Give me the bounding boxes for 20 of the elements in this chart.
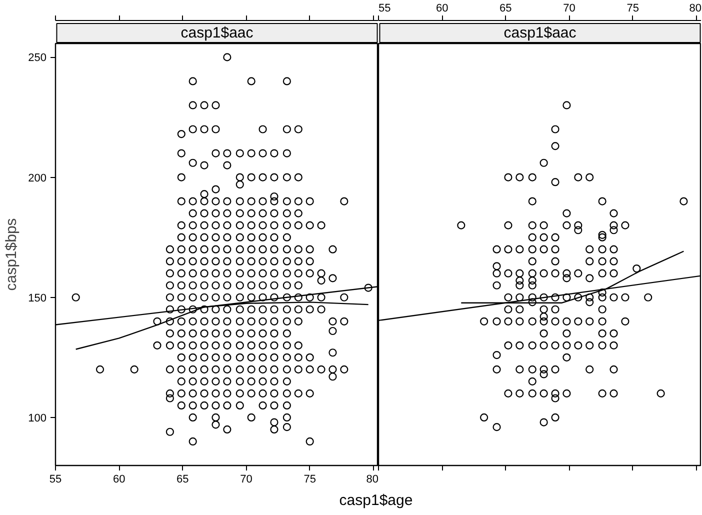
x-tick-label: 75 — [626, 2, 639, 14]
y-tick-label: 200 — [28, 172, 47, 184]
y-tick-label: 150 — [28, 292, 47, 304]
x-tick-label: 70 — [240, 474, 252, 486]
y-tick-label: 250 — [28, 52, 47, 64]
y-axis-title: casp1$bps — [3, 218, 20, 291]
x-tick-label: 55 — [49, 474, 62, 486]
chart-title: casp1$aac — [180, 24, 254, 42]
chart-title: casp1$aac — [504, 24, 577, 42]
x-tick-label: 65 — [500, 2, 512, 14]
x-axis-title: casp1$age — [339, 491, 413, 511]
x-tick-label: 80 — [689, 2, 702, 14]
x-tick-label: 80 — [366, 474, 379, 486]
x-tick-label: 75 — [304, 474, 316, 486]
x-tick-label: 70 — [563, 2, 576, 14]
x-tick-label: 60 — [436, 2, 448, 14]
x-tick-label: 55 — [378, 2, 391, 14]
y-tick-label: 100 — [28, 412, 47, 424]
x-tick-label: 60 — [112, 474, 126, 486]
x-tick-label: 65 — [176, 474, 189, 486]
